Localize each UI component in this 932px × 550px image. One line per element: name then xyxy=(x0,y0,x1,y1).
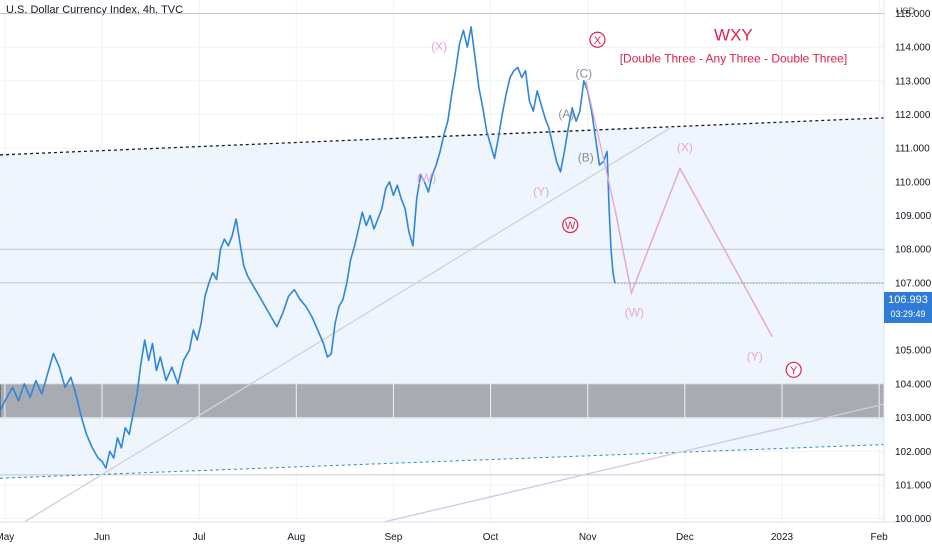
y-tick-label: 102.000 xyxy=(895,447,932,458)
annotation-title: WXY xyxy=(714,25,753,44)
y-tick-label: 101.000 xyxy=(895,480,932,491)
y-tick-label: 109.000 xyxy=(895,211,932,222)
y-tick-label: 104.000 xyxy=(895,379,932,390)
wave-label: (Y) xyxy=(533,184,549,198)
projection-path xyxy=(614,166,773,338)
y-tick-label: 114.000 xyxy=(895,43,931,54)
y-tick-label: 103.000 xyxy=(895,413,932,424)
circled-label-ring xyxy=(785,361,802,378)
wave-label: (C) xyxy=(575,66,592,80)
annotation-subtitle: [Double Three - Any Three - Double Three… xyxy=(620,51,847,65)
x-tick-label: May xyxy=(0,532,14,543)
bar-countdown: 03:29:49 xyxy=(890,309,926,319)
x-tick-label: Nov xyxy=(579,532,597,543)
y-tick-label: 111.000 xyxy=(895,144,930,155)
wave-label: (A) xyxy=(558,107,574,121)
x-tick-label: Dec xyxy=(676,532,694,543)
x-tick-label: Oct xyxy=(483,532,499,543)
x-tick-label: Jun xyxy=(94,532,110,543)
y-tick-label: 112.000 xyxy=(895,110,931,121)
x-tick-label: Feb xyxy=(871,532,889,543)
circled-label-ring xyxy=(562,216,579,234)
wave-label: (W) xyxy=(417,171,436,185)
y-tick-label: 110.000 xyxy=(895,177,931,188)
circled-wave-label: Y xyxy=(790,365,798,377)
y-tick-label: 100.000 xyxy=(895,514,932,525)
y-tick-label: 105.000 xyxy=(895,346,932,357)
projection-down-leg xyxy=(585,80,616,209)
last-price-tag: 106.993 03:29:49 xyxy=(884,292,932,323)
rising-trendline xyxy=(23,127,671,523)
y-tick-label: 115.000 xyxy=(895,9,931,20)
x-axis-panel xyxy=(0,522,932,550)
y-axis-panel xyxy=(884,0,932,550)
circled-wave-label: W xyxy=(565,220,576,232)
x-tick-label: 2023 xyxy=(771,532,794,543)
wave-label: (W) xyxy=(625,306,644,320)
wave-label: (Y) xyxy=(747,349,763,363)
circled-wave-label: X xyxy=(594,35,602,47)
y-axis-unit-label: USD xyxy=(896,6,916,16)
circled-label-ring xyxy=(589,31,606,48)
lower-trendline xyxy=(383,403,885,523)
wave-label: (B) xyxy=(578,151,594,165)
y-tick-label: 113.000 xyxy=(895,76,931,87)
support-zone xyxy=(0,383,885,419)
x-tick-label: Jul xyxy=(193,532,206,543)
price-series-line xyxy=(0,26,616,469)
y-tick-label: 108.000 xyxy=(895,245,932,256)
wave-label: (X) xyxy=(431,40,447,54)
y-tick-label: 107.000 xyxy=(895,278,932,289)
x-tick-label: Aug xyxy=(287,532,305,543)
wave-label: (X) xyxy=(677,141,693,155)
x-tick-label: Sep xyxy=(385,532,403,543)
last-price-value: 106.993 xyxy=(888,294,928,306)
